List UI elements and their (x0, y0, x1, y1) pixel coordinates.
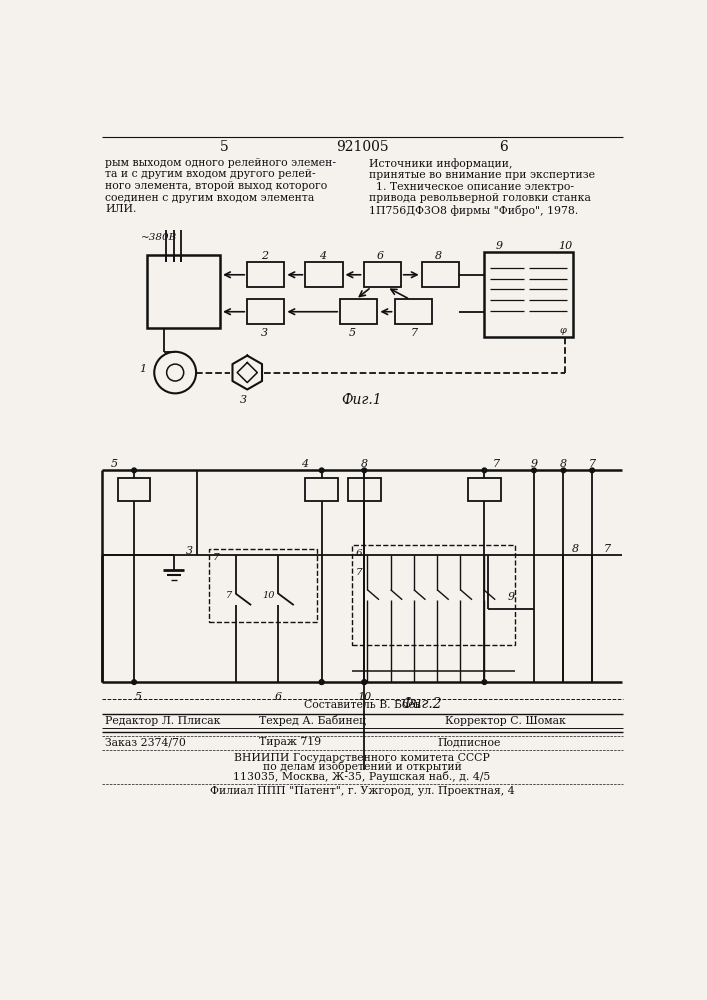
Circle shape (482, 468, 486, 473)
Bar (209, 549, 317, 622)
Text: 5: 5 (134, 692, 141, 702)
Circle shape (320, 680, 324, 684)
Text: φ: φ (560, 326, 567, 335)
Text: 3: 3 (240, 395, 247, 405)
Bar (340, 299, 378, 324)
Text: Техред А. Бабинец: Техред А. Бабинец (259, 715, 366, 726)
Text: 1: 1 (139, 364, 146, 374)
Text: 9: 9 (507, 592, 514, 602)
Circle shape (561, 468, 566, 473)
Text: 3: 3 (185, 546, 193, 556)
Circle shape (362, 680, 367, 684)
Text: Редактор Л. Плисак: Редактор Л. Плисак (105, 716, 221, 726)
Text: 9: 9 (530, 459, 537, 469)
Circle shape (590, 468, 595, 473)
Text: 7: 7 (493, 459, 500, 469)
Text: по делам изобретений и открытий: по делам изобретений и открытий (262, 761, 462, 772)
Text: 7: 7 (588, 459, 596, 469)
Bar (421, 262, 459, 287)
Text: 7: 7 (226, 591, 232, 600)
Bar (352, 545, 515, 645)
Text: Фиг.1: Фиг.1 (341, 393, 382, 407)
Circle shape (132, 468, 136, 473)
Text: 6: 6 (356, 549, 363, 558)
Text: 4: 4 (319, 251, 326, 261)
Text: 113035, Москва, Ж-35, Раушская наб., д. 4/5: 113035, Москва, Ж-35, Раушская наб., д. … (233, 771, 491, 782)
Text: 10: 10 (558, 241, 572, 251)
Circle shape (532, 468, 537, 473)
Text: Заказ 2374/70: Заказ 2374/70 (105, 737, 187, 747)
Text: Подписное: Подписное (437, 737, 501, 747)
Bar (348, 478, 380, 501)
Bar (305, 478, 338, 501)
Text: Тираж 719: Тираж 719 (259, 737, 321, 747)
Text: 5: 5 (349, 328, 356, 338)
Text: 5: 5 (111, 459, 118, 469)
Text: 921005: 921005 (336, 140, 388, 154)
Text: ВНИИПИ Государственного комитета СССР: ВНИИПИ Государственного комитета СССР (234, 753, 490, 763)
Text: 8: 8 (560, 459, 567, 469)
Text: 5: 5 (220, 140, 228, 154)
Text: Фиг.2: Фиг.2 (402, 697, 442, 711)
Text: 3: 3 (261, 328, 268, 338)
Text: Составитель В. Боев: Составитель В. Боев (303, 700, 421, 710)
Bar (146, 255, 220, 328)
Circle shape (132, 680, 136, 684)
Text: 6: 6 (498, 140, 508, 154)
Text: 8: 8 (435, 251, 443, 261)
Bar (305, 262, 343, 287)
Text: 4: 4 (301, 459, 308, 469)
Bar (247, 299, 284, 324)
Text: Филиал ППП "Патент", г. Ужгород, ул. Проектная, 4: Филиал ППП "Патент", г. Ужгород, ул. Про… (210, 786, 514, 796)
Text: 7: 7 (411, 328, 419, 338)
Bar (468, 478, 501, 501)
Text: 10: 10 (262, 591, 274, 600)
Circle shape (320, 680, 324, 684)
Text: Источники информации,
принятые во внимание при экспертизе
  1. Техническое описа: Источники информации, принятые во вниман… (369, 158, 595, 216)
Text: 6: 6 (275, 692, 282, 702)
Text: 7: 7 (212, 553, 219, 562)
Circle shape (362, 680, 367, 684)
Bar (395, 299, 432, 324)
Circle shape (482, 680, 486, 684)
Bar (118, 478, 151, 501)
Text: 7: 7 (356, 568, 363, 577)
Text: Корректор С. Шомак: Корректор С. Шомак (445, 716, 566, 726)
Text: 9: 9 (496, 241, 503, 251)
Text: 7: 7 (604, 544, 611, 554)
Circle shape (320, 468, 324, 473)
Text: 6: 6 (377, 251, 384, 261)
Text: 2: 2 (261, 251, 268, 261)
Text: 10: 10 (357, 692, 371, 702)
Circle shape (362, 468, 367, 473)
Text: 8: 8 (361, 459, 368, 469)
Text: ~380В: ~380В (141, 233, 177, 242)
Text: 8: 8 (571, 544, 578, 554)
Bar (484, 252, 573, 337)
Bar (247, 262, 284, 287)
Text: рым выходом одного релейного элемен-
та и с другим входом другого релей-
ного эл: рым выходом одного релейного элемен- та … (105, 158, 337, 214)
Bar (363, 262, 401, 287)
